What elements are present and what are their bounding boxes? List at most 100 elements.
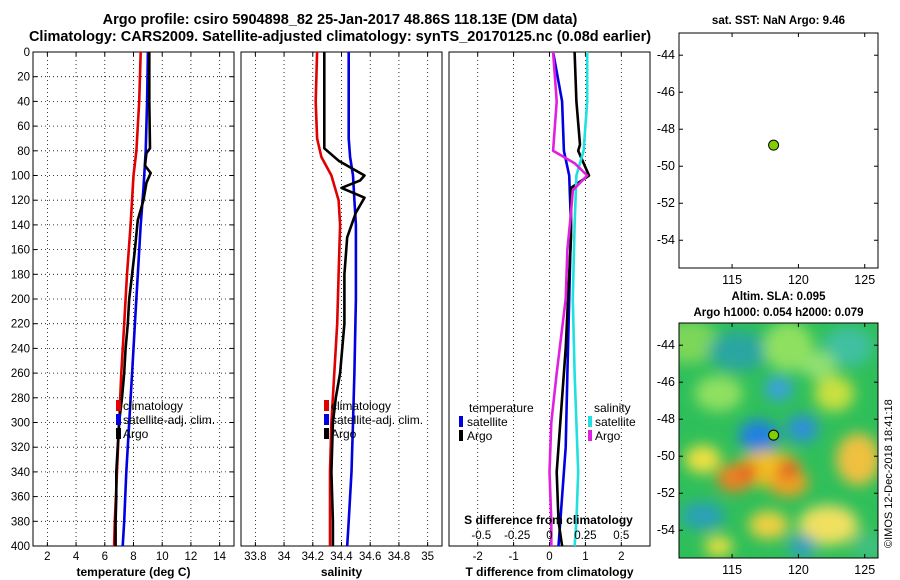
y-tick-label: 200 <box>11 294 30 306</box>
y-tick-label: 0 <box>24 47 30 59</box>
argo-float-marker-sla <box>768 429 780 441</box>
x-tick-label: 2 <box>44 551 50 563</box>
map-y-tick-label: -46 <box>657 85 675 99</box>
y-tick-label: 120 <box>11 195 30 207</box>
map-x-tick-label: 115 <box>722 563 742 577</box>
series-line-temperature-argo <box>555 51 591 547</box>
map-x-tick-label: 120 <box>788 563 809 577</box>
map-y-tick-label: -48 <box>657 122 675 136</box>
x-axis-label-salinity: salinity <box>321 565 363 579</box>
legend-swatch-argo <box>116 428 121 439</box>
series-line-climatology <box>314 51 342 546</box>
y-tick-label: 20 <box>17 72 30 84</box>
x-tick-label: -1 <box>508 551 518 563</box>
salinity-diff-tick-label: 0.5 <box>613 530 629 542</box>
x-tick-label: 34.6 <box>359 551 381 563</box>
heatmap-blobs <box>679 323 878 558</box>
y-tick-label: 180 <box>11 269 30 281</box>
legend-swatch-climatology <box>116 400 121 411</box>
series-line-salinity-satellite <box>571 52 589 547</box>
imos-watermark: ©IMOS 12-Dec-2018 18:41:18 <box>883 399 895 548</box>
legend-swatch-salinity-satellite <box>588 416 592 427</box>
x-tick-label: 35 <box>421 551 434 563</box>
x-tick-label: 34 <box>278 551 291 563</box>
map-y-tick-label: -50 <box>657 159 675 173</box>
legend-label: Argo <box>331 427 357 441</box>
x-tick-label: 12 <box>185 551 198 563</box>
plot-frame-salinity <box>240 51 443 547</box>
legend-swatch-temperature-Argo <box>459 430 463 441</box>
map-y-tick-label: -54 <box>657 233 675 247</box>
sst-map-background <box>679 33 878 268</box>
heatmap-cell <box>738 419 779 452</box>
y-tick-label: 340 <box>11 467 30 479</box>
argo-float-marker <box>768 139 780 151</box>
legend-label-temperature: Argo <box>467 429 493 443</box>
map-y-tick-label: -44 <box>657 48 675 62</box>
heatmap-cell <box>798 505 859 546</box>
x-tick-label: 4 <box>73 551 80 563</box>
y-tick-label: 60 <box>17 121 30 133</box>
series-line-argo <box>322 52 366 546</box>
sla-map-title: Altim. SLA: 0.095 <box>732 291 827 303</box>
y-tick-label: 80 <box>17 146 30 158</box>
y-tick-label: 380 <box>11 516 30 528</box>
sla-map-subtitle: Argo h1000: 0.054 h2000: 0.079 <box>693 307 863 319</box>
heatmap-cell <box>684 445 721 474</box>
heatmap-cell <box>708 331 769 372</box>
map-x-tick-label: 125 <box>854 563 875 577</box>
heatmap-cell <box>764 376 793 401</box>
heatmap-cell <box>748 511 789 540</box>
legend-label: climatology <box>331 399 391 413</box>
y-tick-label: 360 <box>11 492 30 504</box>
x-tick-label: 8 <box>130 551 136 563</box>
heatmap-cell <box>704 536 733 557</box>
x-axis-label-difference: T difference from climatology <box>465 565 633 579</box>
map-y-tick-label: -52 <box>657 196 675 210</box>
legend-label: satellite-adj. clim. <box>331 413 423 427</box>
legend-swatch-salinity-Argo <box>588 430 592 441</box>
series-line-satellite-adj-clim- <box>345 52 358 547</box>
map-y-tick-label: -52 <box>657 486 675 500</box>
legend-title-temperature: temperature <box>469 401 534 415</box>
y-tick-label: 260 <box>11 368 30 380</box>
legend-label: climatology <box>123 399 183 413</box>
series-line-salinity-argo <box>548 51 589 546</box>
salinity-diff-tick-label: 0.25 <box>574 530 596 542</box>
y-tick-label: 300 <box>11 418 30 430</box>
map-x-tick-label: 120 <box>788 273 809 287</box>
heatmap-cell <box>740 463 757 480</box>
x-tick-label: -2 <box>473 551 483 563</box>
legend-swatch-climatology <box>324 400 329 411</box>
legend-label-salinity: Argo <box>595 429 621 443</box>
y-tick-label: 400 <box>11 541 30 553</box>
x-tick-label: 34.4 <box>330 551 353 563</box>
map-x-tick-label: 115 <box>722 273 742 287</box>
x-tick-label: 34.8 <box>388 551 410 563</box>
salinity-diff-tick-label: -0.5 <box>471 530 491 542</box>
heatmap-cell <box>694 375 743 412</box>
series-line-satellite-adj-clim- <box>121 51 150 547</box>
y-tick-label: 320 <box>11 442 30 454</box>
y-tick-label: 100 <box>11 171 30 183</box>
figure-title-line2: Climatology: CARS2009. Satellite-adjuste… <box>28 29 652 45</box>
heatmap-cell <box>786 414 819 443</box>
x-axis-label-temperature: temperature (deg C) <box>76 565 190 579</box>
x-tick-label: 1 <box>582 551 588 563</box>
heatmap-cell <box>680 501 725 530</box>
salinity-diff-tick-label: 0 <box>546 530 552 542</box>
sla-heatmap <box>679 323 878 558</box>
map-y-tick-label: -50 <box>657 449 675 463</box>
figure-title-line1: Argo profile: csiro 5904898_82 25-Jan-20… <box>102 12 578 28</box>
y-tick-label: 140 <box>11 220 30 232</box>
map-y-tick-label: -46 <box>657 375 675 389</box>
x-tick-label: 2 <box>618 551 624 563</box>
heatmap-cell <box>852 532 878 558</box>
series-line-argo <box>114 52 152 546</box>
x-tick-label: 0 <box>546 551 552 563</box>
heatmap-cell <box>823 326 874 367</box>
heatmap-cell <box>814 375 855 412</box>
heatmap-cell <box>800 351 837 380</box>
sst-map-title: sat. SST: NaN Argo: 9.46 <box>712 15 845 27</box>
